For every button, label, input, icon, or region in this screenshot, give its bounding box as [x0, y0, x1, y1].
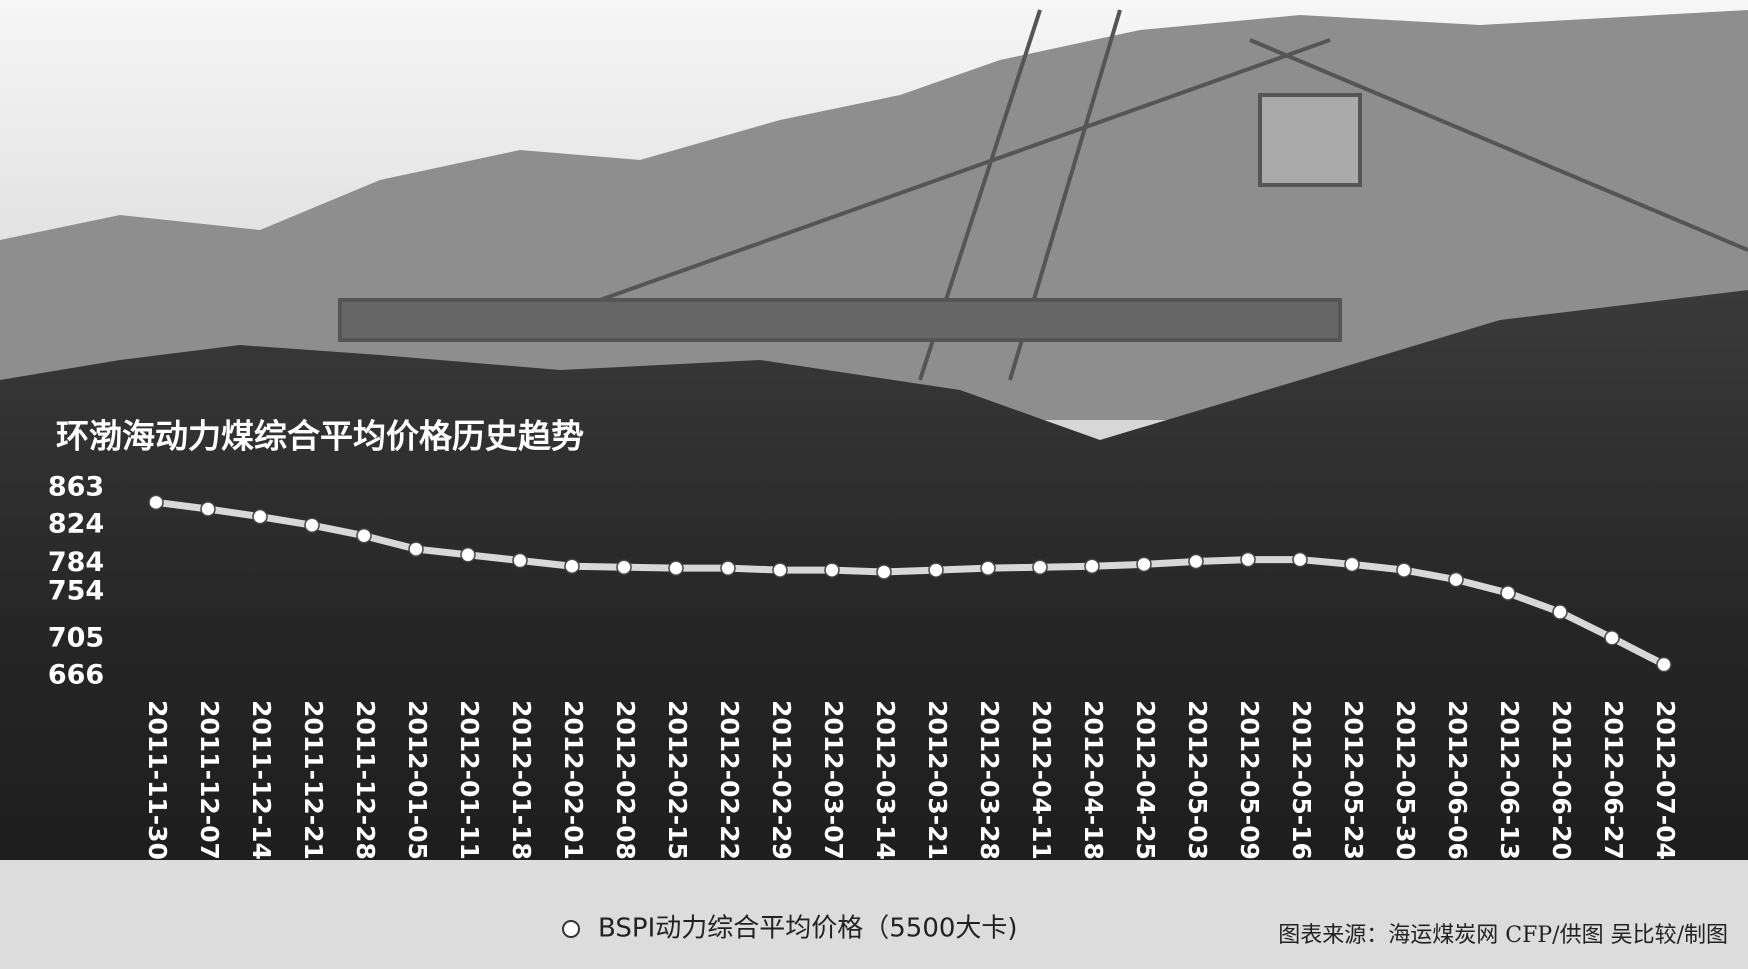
series-line: [155, 498, 1666, 668]
data-point: [564, 558, 580, 575]
x-tick-label: 2012-05-30: [1391, 700, 1420, 860]
data-point: [1032, 559, 1048, 575]
data-point: [876, 564, 892, 580]
x-tick-label: 2012-06-20: [1547, 700, 1576, 860]
x-tick-label: 2012-06-06: [1443, 700, 1472, 860]
x-tick-label: 2011-12-14: [247, 700, 276, 860]
data-point: [772, 562, 788, 578]
data-point: [1604, 630, 1620, 646]
x-tick-label: 2011-12-28: [351, 700, 380, 860]
stacker-structure: [338, 9, 1748, 381]
x-tick-label: 2012-01-05: [403, 700, 432, 860]
x-tick-label: 2012-03-14: [871, 700, 900, 860]
y-tick-label: 784: [48, 547, 104, 578]
x-tick-label: 2012-03-28: [975, 700, 1004, 860]
data-point: [928, 562, 944, 578]
x-tick-label: 2012-02-08: [611, 700, 640, 860]
data-point: [460, 547, 476, 563]
y-tick-label: 754: [48, 576, 104, 607]
x-tick-label: 2012-03-07: [819, 700, 848, 860]
x-tick-label: 2012-04-18: [1079, 700, 1108, 860]
data-point: [1084, 558, 1100, 575]
x-tick-label: 2012-05-03: [1183, 700, 1212, 860]
data-point: [408, 541, 424, 557]
x-tick-label: 2012-02-15: [663, 700, 692, 860]
data-point: [1136, 556, 1152, 573]
x-tick-label: 2012-02-01: [559, 700, 588, 860]
data-point: [1292, 551, 1308, 568]
y-tick-label: 705: [48, 622, 104, 653]
x-tick-label: 2012-06-13: [1495, 700, 1524, 860]
x-tick-label: 2012-03-21: [923, 700, 952, 860]
data-point: [1344, 556, 1360, 573]
x-tick-label: 2012-07-04: [1651, 700, 1680, 860]
data-point: [980, 560, 996, 576]
y-tick-label: 863: [48, 472, 104, 503]
x-tick-label: 2011-11-30: [143, 700, 172, 860]
x-tick-label: 2011-12-07: [195, 700, 224, 860]
data-point: [1240, 551, 1256, 568]
x-tick-label: 2011-12-21: [299, 700, 328, 860]
data-point: [668, 560, 684, 576]
data-point: [1396, 562, 1412, 578]
x-tick-label: 2012-06-27: [1599, 700, 1628, 860]
data-point: [616, 559, 632, 575]
data-point: [304, 517, 320, 533]
chart-title: 环渤海动力煤综合平均价格历史趋势: [56, 417, 584, 456]
x-tick-label: 2012-05-16: [1287, 700, 1316, 860]
y-tick-label: 666: [48, 660, 104, 691]
data-point: [1552, 604, 1568, 620]
data-point: [1500, 585, 1516, 601]
data-point: [1188, 553, 1204, 570]
x-tick-label: 2012-01-18: [507, 700, 536, 860]
x-tick-label: 2012-04-11: [1027, 700, 1056, 860]
data-point: [148, 494, 164, 511]
legend-marker: [562, 920, 580, 938]
data-point: [200, 501, 216, 517]
source-note: 图表来源：海运煤炭网 CFP/供图 吴比较/制图: [1278, 923, 1728, 948]
data-point: [1656, 656, 1672, 673]
coal-pile: [0, 290, 1748, 969]
footer-band: [0, 860, 1748, 969]
data-point: [720, 560, 736, 576]
data-point: [1448, 571, 1464, 588]
data-point: [252, 508, 268, 525]
x-tick-label: 2012-05-23: [1339, 700, 1368, 860]
x-tick-label: 2012-01-11: [455, 700, 484, 860]
x-tick-label: 2012-04-25: [1131, 700, 1160, 860]
data-point: [824, 562, 840, 578]
x-tick-label: 2012-02-22: [715, 700, 744, 860]
legend-label: BSPI动力综合平均价格（5500大卡): [598, 914, 1018, 944]
x-tick-label: 2012-02-29: [767, 700, 796, 860]
x-tick-label: 2012-05-09: [1235, 700, 1264, 860]
data-point: [512, 552, 528, 569]
data-point: [356, 527, 372, 544]
y-tick-label: 824: [48, 509, 104, 540]
